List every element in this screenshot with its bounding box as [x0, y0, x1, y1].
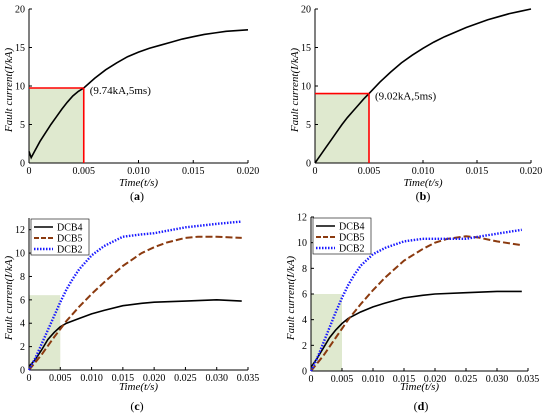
- y-tick-label: 8: [302, 264, 307, 275]
- x-tick-label: 0.030: [486, 374, 509, 385]
- y-tick-label: 0: [20, 159, 25, 170]
- series-line-dcb2: [309, 228, 522, 372]
- y-tick-label: 10: [297, 238, 307, 249]
- chart-panel-d: 0 0.005 0.010 0.015 0.020 0.025 0.030 0.035 0 2 4 6…: [285, 213, 539, 414]
- series-line-dcb4: [310, 290, 522, 368]
- x-tick-label: 0.020: [143, 373, 166, 384]
- x-tick-label: 0.030: [205, 373, 228, 384]
- y-tick-label: 5: [306, 120, 311, 131]
- annotation-label: (9.74kA,5ms): [90, 85, 151, 97]
- y-tick-label: 8: [20, 272, 25, 283]
- y-tick-label: 4: [20, 319, 25, 330]
- y-tick-label: 5: [20, 120, 25, 131]
- annotation-label: (9.02kA,5ms): [375, 91, 436, 103]
- x-tick-label: 0: [27, 166, 32, 177]
- x-axis-label: Time(t/s): [400, 381, 439, 393]
- shaded-region: [29, 88, 84, 163]
- x-tick-label: 0.005: [49, 373, 72, 384]
- panel-label-open: (: [130, 399, 134, 413]
- series-line-0: [314, 8, 532, 164]
- legend-entry: DCB5: [57, 234, 83, 245]
- y-tick-label: 0: [20, 366, 25, 377]
- panel-label-letter: d: [418, 399, 425, 413]
- y-tick-label: 6: [302, 290, 307, 301]
- x-tick-label: 0.005: [331, 374, 354, 385]
- y-tick-label: 0: [302, 367, 307, 378]
- panel-label: (c): [130, 399, 143, 413]
- y-tick-label: 12: [15, 225, 25, 236]
- x-tick-label: 0.015: [466, 166, 489, 177]
- x-tick-label: 0.010: [80, 373, 103, 384]
- x-tick-label: 0.015: [112, 373, 135, 384]
- y-tick-label: 12: [297, 213, 307, 224]
- series-line-0: [28, 28, 249, 160]
- panel-label-open: (: [130, 189, 134, 203]
- y-tick-label: 15: [301, 43, 311, 54]
- panel-label-close: ): [140, 399, 144, 413]
- panel-label-letter: b: [420, 189, 427, 203]
- panel-label-open: (: [414, 399, 418, 413]
- x-tick-label: 0.010: [362, 374, 385, 385]
- x-tick-label: 0: [313, 166, 318, 177]
- x-tick-label: 0.005: [73, 166, 96, 177]
- series-line-dcb5: [28, 235, 242, 371]
- y-tick-label: 0: [306, 159, 311, 170]
- x-tick-label: 0.035: [237, 373, 260, 384]
- x-tick-label: 0.005: [358, 166, 381, 177]
- y-tick-label: 10: [15, 249, 25, 260]
- panel-label: (d): [414, 399, 429, 413]
- x-tick-label: 0.020: [237, 166, 260, 177]
- y-tick-label: 6: [20, 295, 25, 306]
- y-tick-label: 4: [302, 315, 307, 326]
- y-axis-label: Fault current(I/kA): [289, 48, 301, 134]
- x-tick-label: 0.025: [455, 374, 478, 385]
- x-tick-label: 0.010: [127, 166, 150, 177]
- x-axis-label: Time(t/s): [119, 381, 158, 393]
- panel-label: (a): [130, 189, 144, 203]
- panel-label-letter: c: [134, 399, 140, 413]
- x-tick-label: 0: [309, 374, 314, 385]
- y-axis-label: Fault current(I/kA): [3, 48, 15, 134]
- panel-label-close: ): [424, 399, 428, 413]
- x-tick-label: 0.020: [520, 166, 543, 177]
- chart-panel-c: 0 0.005 0.010 0.015 0.020 0.025 0.030 0.035 0 2 4 6…: [3, 218, 259, 413]
- legend-entry: DCB4: [339, 222, 365, 233]
- series-line-dcb4: [28, 299, 242, 368]
- panel-label-open: (: [416, 189, 420, 203]
- y-tick-label: 2: [302, 341, 307, 352]
- y-tick-label: 20: [15, 5, 25, 16]
- panel-label-letter: a: [134, 189, 140, 203]
- x-tick-label: 0: [27, 373, 32, 384]
- panel-label: (b): [416, 189, 431, 203]
- x-axis-label: Time(t/s): [403, 177, 442, 189]
- legend-entry: DCB2: [339, 244, 365, 255]
- chart-panel-a: 0 0.005 0.010 0.015 0.020 0 5 10 15 20 Time(t/s) Fa…: [3, 5, 259, 204]
- panel-label-close: ): [426, 189, 430, 203]
- y-axis-label: Fault current(I/kA): [3, 256, 15, 342]
- x-tick-label: 0.025: [174, 373, 197, 384]
- legend-entry: DCB5: [339, 233, 365, 244]
- series-line-dcb5: [310, 235, 522, 372]
- y-tick-label: 20: [301, 5, 311, 16]
- chart-panel-b: 0 0.005 0.010 0.015 0.020 0 5 10 15 20 Time(t/s) Fa…: [289, 5, 542, 204]
- y-tick-label: 15: [15, 43, 25, 54]
- y-axis-label: Fault current(I/kA): [285, 256, 297, 342]
- x-tick-label: 0.015: [182, 166, 205, 177]
- legend-entry: DCB2: [57, 245, 83, 256]
- x-tick-label: 0.035: [517, 374, 540, 385]
- x-tick-label: 0.015: [393, 374, 416, 385]
- panel-label-close: ): [140, 189, 144, 203]
- y-tick-label: 10: [301, 82, 311, 93]
- y-tick-label: 10: [15, 82, 25, 93]
- x-axis-label: Time(t/s): [119, 177, 158, 189]
- legend-entry: DCB4: [57, 223, 83, 234]
- x-tick-label: 0.010: [412, 166, 435, 177]
- y-tick-label: 2: [20, 342, 25, 353]
- x-tick-label: 0.020: [424, 374, 447, 385]
